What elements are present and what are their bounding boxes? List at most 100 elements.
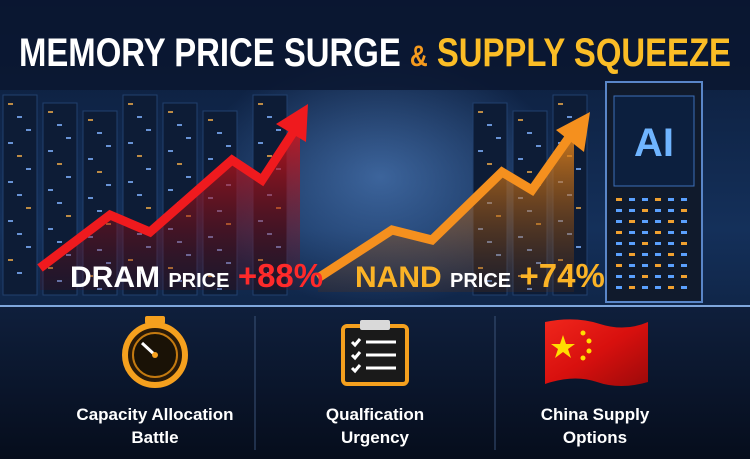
rack-led	[26, 246, 31, 248]
led	[642, 220, 648, 223]
rack-led	[17, 272, 22, 274]
rack-led	[88, 197, 93, 199]
led	[642, 264, 648, 267]
rack-led	[128, 181, 133, 183]
rack-led	[146, 129, 151, 131]
rack-led	[478, 150, 483, 152]
led	[629, 242, 635, 245]
rack-led	[478, 111, 483, 113]
rack-led	[17, 116, 22, 118]
rack-led	[88, 119, 93, 121]
led	[629, 220, 635, 223]
rack-led	[57, 241, 62, 243]
nand-change: +74%	[519, 257, 604, 294]
rack-led	[48, 150, 53, 152]
led	[668, 264, 674, 267]
rack-led	[48, 111, 53, 113]
rack-led	[8, 259, 13, 261]
rack-led	[496, 137, 501, 139]
rack-led	[26, 207, 31, 209]
led	[629, 253, 635, 256]
rack-led	[66, 176, 71, 178]
led	[681, 198, 687, 201]
led	[655, 264, 661, 267]
rack-led	[146, 207, 151, 209]
led	[655, 209, 661, 212]
rack-led	[168, 189, 173, 191]
led	[668, 198, 674, 201]
rack-led	[128, 142, 133, 144]
rack-led	[8, 181, 13, 183]
rack-led	[97, 210, 102, 212]
led	[668, 286, 674, 289]
led	[629, 286, 635, 289]
rack-led	[226, 145, 231, 147]
rack-led	[276, 129, 281, 131]
led	[681, 231, 687, 234]
rack-led	[487, 163, 492, 165]
led	[616, 264, 622, 267]
title-amp: &	[410, 40, 428, 73]
china-flag-icon	[545, 319, 648, 386]
rack-led	[17, 194, 22, 196]
led	[642, 209, 648, 212]
title-main: MEMORY PRICE SURGE	[19, 31, 401, 75]
rack-led	[66, 137, 71, 139]
led	[655, 286, 661, 289]
led	[681, 220, 687, 223]
led	[681, 275, 687, 278]
rack-led	[57, 124, 62, 126]
rack-led	[576, 246, 581, 248]
led	[668, 231, 674, 234]
dram-stat: DRAM PRICE +88%	[70, 257, 323, 294]
rack-led	[48, 189, 53, 191]
rack-led	[518, 119, 523, 121]
title-band	[0, 0, 750, 90]
rack-led	[267, 155, 272, 157]
rack-led	[8, 103, 13, 105]
rack-led	[97, 171, 102, 173]
rack-led	[267, 116, 272, 118]
rack-led	[576, 168, 581, 170]
rack-led	[106, 145, 111, 147]
rack	[2, 94, 38, 296]
ai-server-leds	[616, 198, 687, 289]
rack-led	[66, 215, 71, 217]
rack-led	[208, 158, 213, 160]
led	[616, 231, 622, 234]
rack-led	[26, 168, 31, 170]
rack-led	[487, 124, 492, 126]
rack-led	[576, 207, 581, 209]
rack-led	[48, 228, 53, 230]
rack-led	[17, 233, 22, 235]
led	[681, 242, 687, 245]
led	[642, 198, 648, 201]
rack-led	[567, 116, 572, 118]
rack-led	[527, 132, 532, 134]
led	[629, 209, 635, 212]
rack-led	[137, 116, 142, 118]
led	[629, 275, 635, 278]
rack-led	[186, 137, 191, 139]
rack-led	[536, 145, 541, 147]
rack-led	[518, 158, 523, 160]
item-label: Battle	[131, 428, 178, 447]
ai-label: AI	[634, 121, 674, 165]
led	[629, 231, 635, 234]
led	[616, 286, 622, 289]
rack-led	[106, 184, 111, 186]
led	[655, 253, 661, 256]
dram-change: +88%	[238, 257, 323, 294]
led	[668, 220, 674, 223]
led	[655, 220, 661, 223]
stopwatch-icon	[122, 316, 188, 388]
led	[642, 275, 648, 278]
rack-led	[8, 220, 13, 222]
rack-led	[168, 150, 173, 152]
rack-led	[57, 163, 62, 165]
led	[655, 242, 661, 245]
led	[681, 253, 687, 256]
title-accent: SUPPLY SQUEEZE	[437, 31, 731, 75]
item-label: Urgency	[341, 428, 410, 447]
led	[616, 275, 622, 278]
